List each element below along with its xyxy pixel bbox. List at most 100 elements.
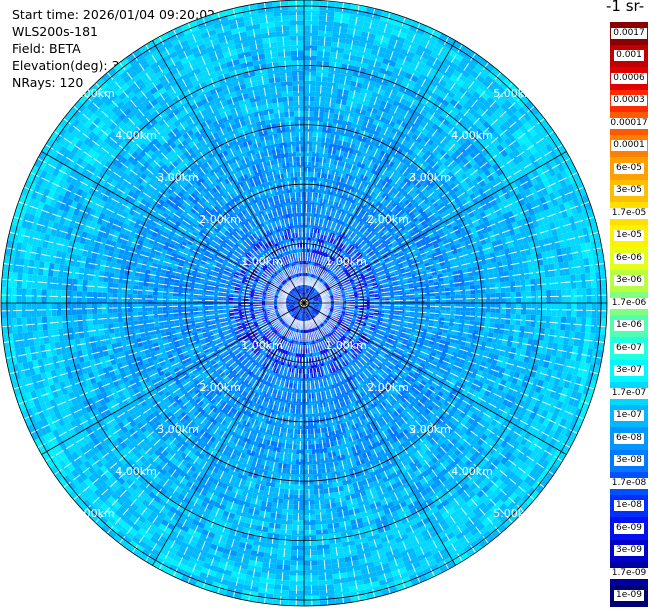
data-cell — [581, 288, 587, 303]
data-cell — [509, 313, 516, 326]
data-cell — [389, 213, 398, 222]
data-cell — [304, 545, 317, 551]
data-cell — [422, 478, 435, 490]
data-cell — [308, 305, 314, 308]
data-cell — [359, 190, 368, 199]
data-cell — [492, 191, 502, 205]
data-cell — [360, 152, 370, 160]
data-cell — [482, 120, 496, 135]
data-cell — [455, 335, 463, 345]
data-cell — [389, 298, 395, 303]
data-cell — [304, 509, 316, 516]
data-cell — [461, 385, 471, 397]
data-cell — [530, 377, 540, 392]
data-cell — [313, 116, 324, 123]
data-cell — [417, 340, 425, 349]
data-cell — [359, 396, 368, 404]
data-cell — [265, 542, 279, 550]
data-cell — [580, 273, 587, 289]
data-cell — [361, 318, 368, 324]
data-cell — [322, 349, 327, 355]
data-cell — [307, 295, 311, 300]
data-cell — [397, 239, 405, 248]
data-cell — [313, 297, 319, 300]
data-cell — [416, 550, 433, 562]
data-cell — [315, 187, 323, 194]
data-cell — [459, 311, 466, 320]
data-cell — [510, 113, 524, 129]
data-cell — [323, 117, 334, 124]
data-cell — [304, 237, 308, 243]
data-cell — [439, 417, 450, 429]
data-cell — [445, 263, 453, 273]
data-cell — [497, 226, 506, 240]
data-cell — [492, 401, 502, 415]
data-cell — [557, 187, 569, 204]
data-cell — [349, 439, 359, 448]
data-cell — [308, 303, 315, 305]
data-cell — [354, 300, 360, 303]
data-cell — [361, 282, 368, 288]
data-cell — [300, 363, 304, 369]
data-cell — [416, 44, 433, 56]
data-cell — [360, 472, 371, 481]
data-cell — [351, 283, 357, 288]
data-cell — [470, 227, 479, 238]
data-cell — [330, 383, 337, 390]
data-cell — [545, 277, 552, 291]
data-cell — [332, 408, 340, 416]
data-cell — [466, 474, 479, 487]
data-cell — [301, 307, 304, 313]
data-cell — [313, 306, 319, 309]
data-cell — [430, 388, 440, 398]
data-cell — [350, 280, 356, 285]
data-cell — [318, 579, 334, 586]
data-cell — [305, 312, 307, 319]
data-cell — [305, 293, 308, 299]
data-cell — [274, 579, 290, 586]
data-cell — [313, 305, 319, 308]
data-cell — [304, 459, 313, 465]
data-cell — [343, 404, 352, 412]
data-cell — [313, 304, 319, 307]
data-cell — [465, 439, 477, 452]
data-cell — [551, 174, 563, 191]
data-cell — [422, 116, 435, 128]
data-cell — [352, 316, 358, 321]
data-cell — [388, 487, 401, 497]
data-cell — [375, 438, 385, 447]
data-cell — [425, 395, 435, 405]
data-cell — [336, 454, 346, 462]
data-cell — [309, 290, 314, 296]
data-cell — [472, 481, 487, 495]
data-cell — [392, 496, 405, 506]
data-cell — [390, 180, 400, 190]
data-cell — [364, 303, 370, 307]
start-time-text: Start time: 2026/01/04 09:20:02 — [12, 7, 216, 22]
data-cell — [319, 152, 328, 159]
data-cell — [313, 304, 320, 306]
data-cell — [398, 374, 407, 383]
data-cell — [352, 149, 362, 157]
data-cell — [484, 312, 491, 323]
data-cell — [341, 478, 353, 486]
data-cell — [341, 58, 356, 66]
data-cell — [300, 312, 303, 318]
data-cell — [364, 299, 370, 303]
data-cell — [455, 65, 471, 79]
data-cell — [357, 499, 370, 508]
data-cell — [360, 509, 373, 518]
data-cell — [306, 306, 311, 312]
data-cell — [443, 366, 452, 377]
data-cell — [500, 237, 509, 250]
data-cell — [538, 353, 547, 368]
data-cell — [411, 272, 418, 280]
data-cell — [431, 471, 444, 483]
data-cell — [430, 51, 446, 63]
data-cell — [459, 286, 466, 295]
data-cell — [414, 308, 420, 316]
data-cell — [384, 329, 391, 336]
data-cell — [304, 55, 317, 61]
data-cell — [389, 34, 406, 44]
data-cell — [363, 289, 369, 294]
